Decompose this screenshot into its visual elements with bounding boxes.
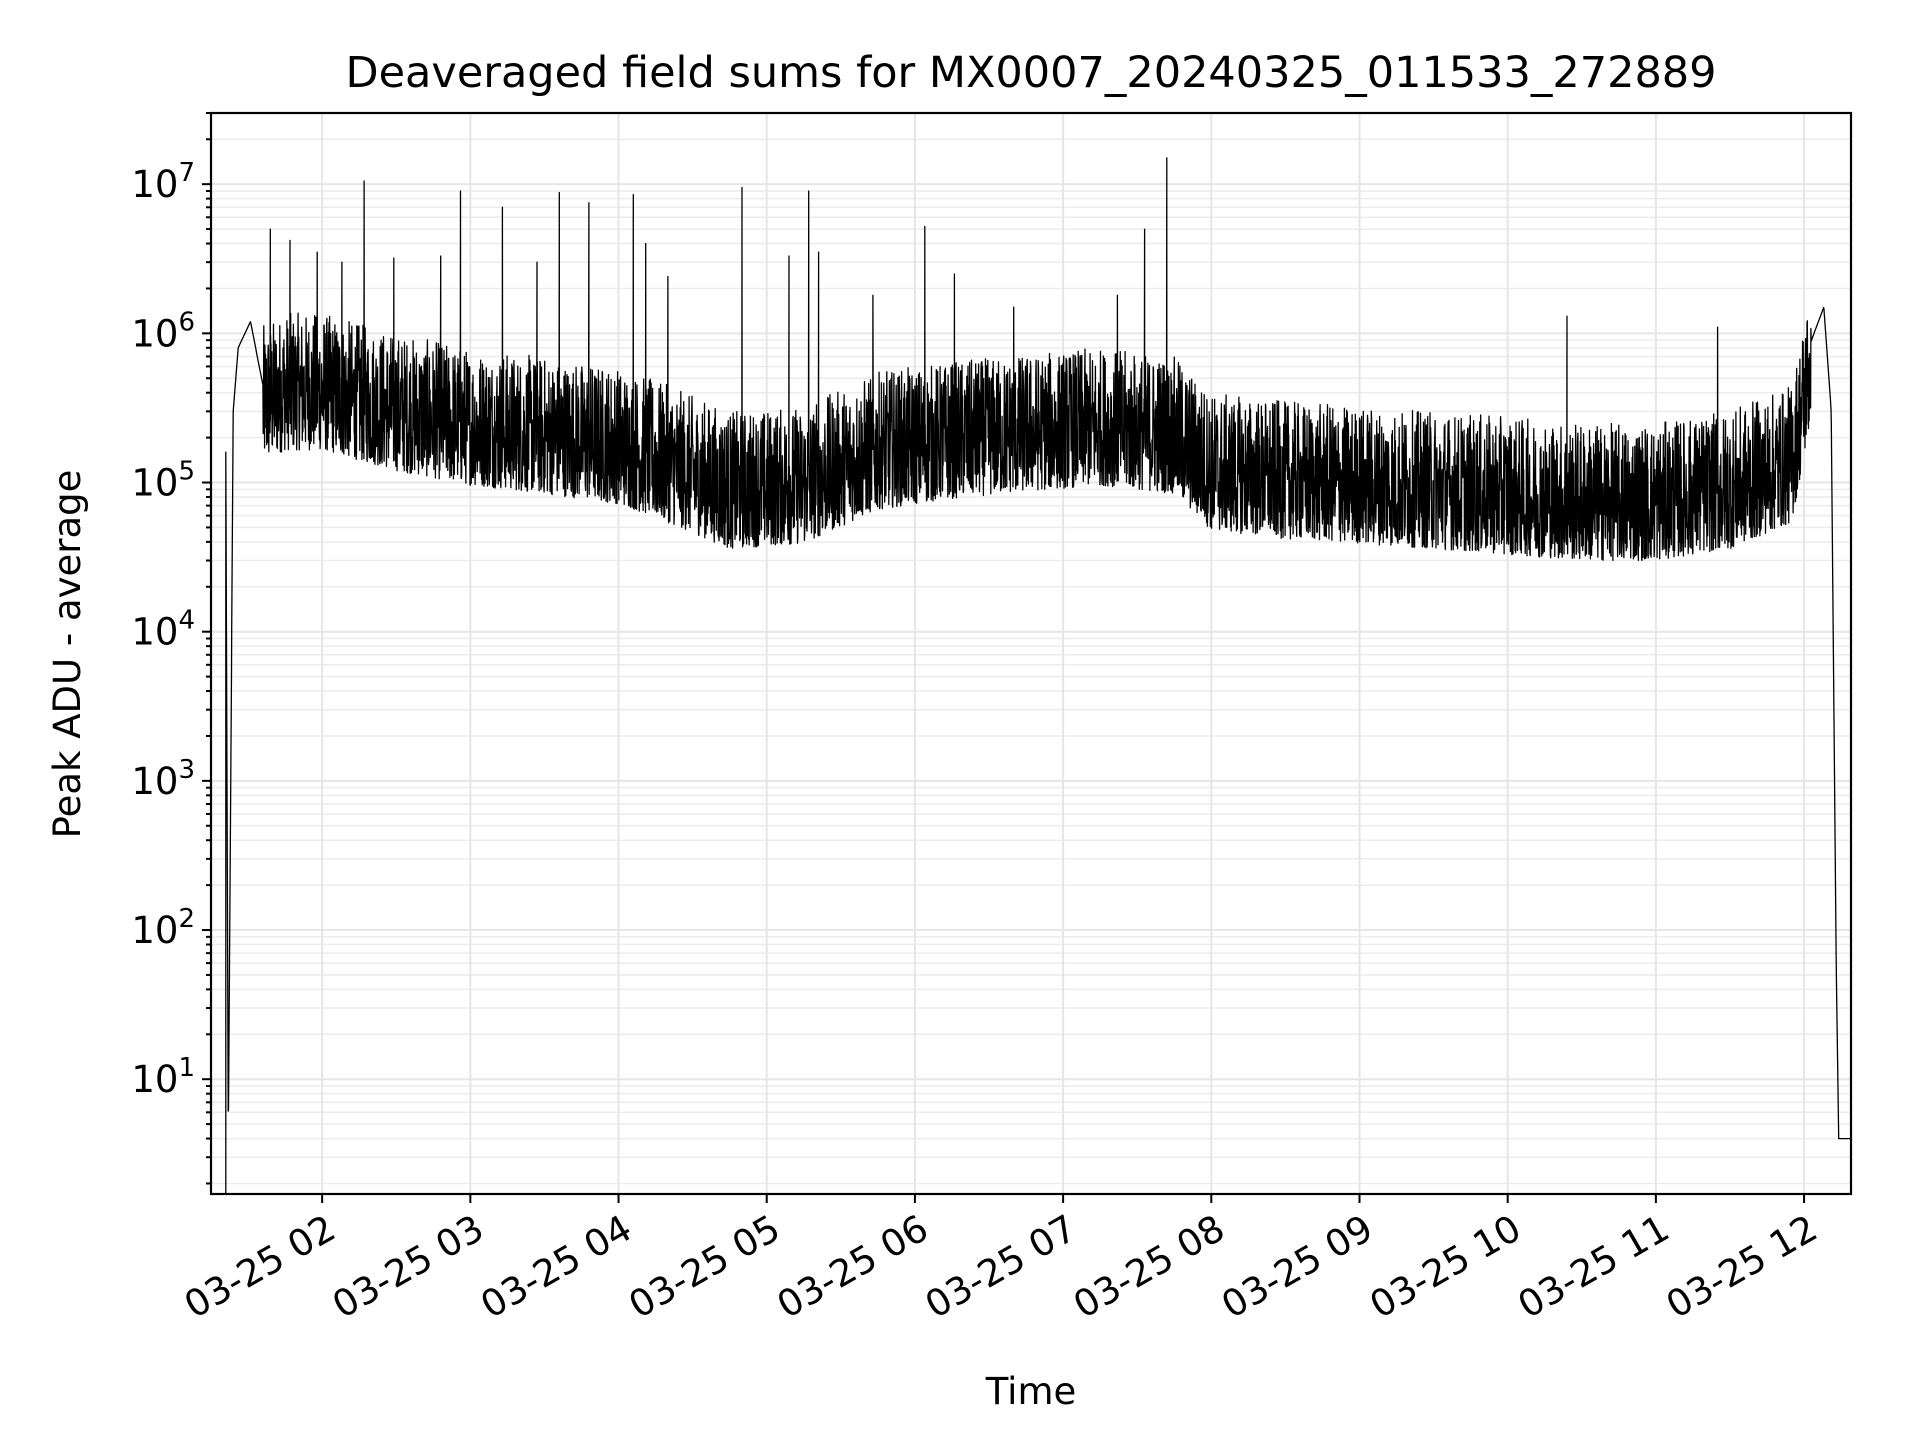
plot-frame [209,111,1853,1196]
y-tick-label: 104 [131,606,195,654]
y-axis: 101 102 103 104 105 106 107 [131,112,211,1185]
y-axis-label: Peak ADU - average [46,470,89,839]
x-axis-label: Time [985,1370,1077,1413]
grid [211,112,1851,1194]
chart-title: Deaveraged field sums for MX0007_2024032… [345,48,1716,98]
y-tick-label: 106 [131,307,195,355]
y-tick-label: 107 [131,158,195,206]
series-layer [225,157,1852,1194]
y-tick-label: 102 [131,904,195,952]
y-tick-label: 103 [131,755,195,803]
y-tick-label: 105 [131,457,195,505]
y-tick-label: 101 [131,1053,195,1101]
series-line [225,157,1852,1194]
